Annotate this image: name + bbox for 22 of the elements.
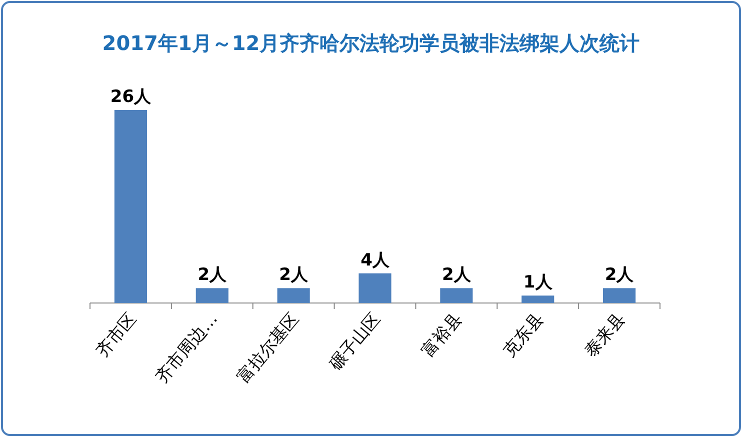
- data-label: 4人: [360, 250, 390, 270]
- data-label: 2人: [198, 265, 228, 286]
- x-tick-label: 齐市周边…: [152, 309, 222, 388]
- bar: [196, 288, 228, 303]
- bar: [114, 110, 147, 303]
- bar: [440, 288, 473, 303]
- data-label: 2人: [279, 265, 309, 286]
- data-label: 2人: [604, 265, 635, 286]
- bar: [277, 288, 310, 303]
- x-tick-label: 克东县: [500, 309, 548, 362]
- data-label: 2人: [442, 265, 472, 286]
- x-tick-label: 泰来县: [581, 309, 630, 362]
- data-label: 1人: [523, 272, 554, 293]
- x-tick-label: 齐市区: [92, 309, 141, 362]
- data-label: 26人: [110, 87, 152, 107]
- x-tick-label: 富裕县: [418, 309, 466, 362]
- x-tick-label: 富拉尔基区: [233, 309, 304, 388]
- bar: [603, 288, 636, 303]
- bar: [522, 296, 554, 303]
- chart-title: 2017年1月～12月齐齐哈尔法轮功学员被非法绑架人次统计: [102, 31, 640, 55]
- bar: [358, 273, 392, 303]
- x-tick-label: 碾子山区: [325, 309, 385, 376]
